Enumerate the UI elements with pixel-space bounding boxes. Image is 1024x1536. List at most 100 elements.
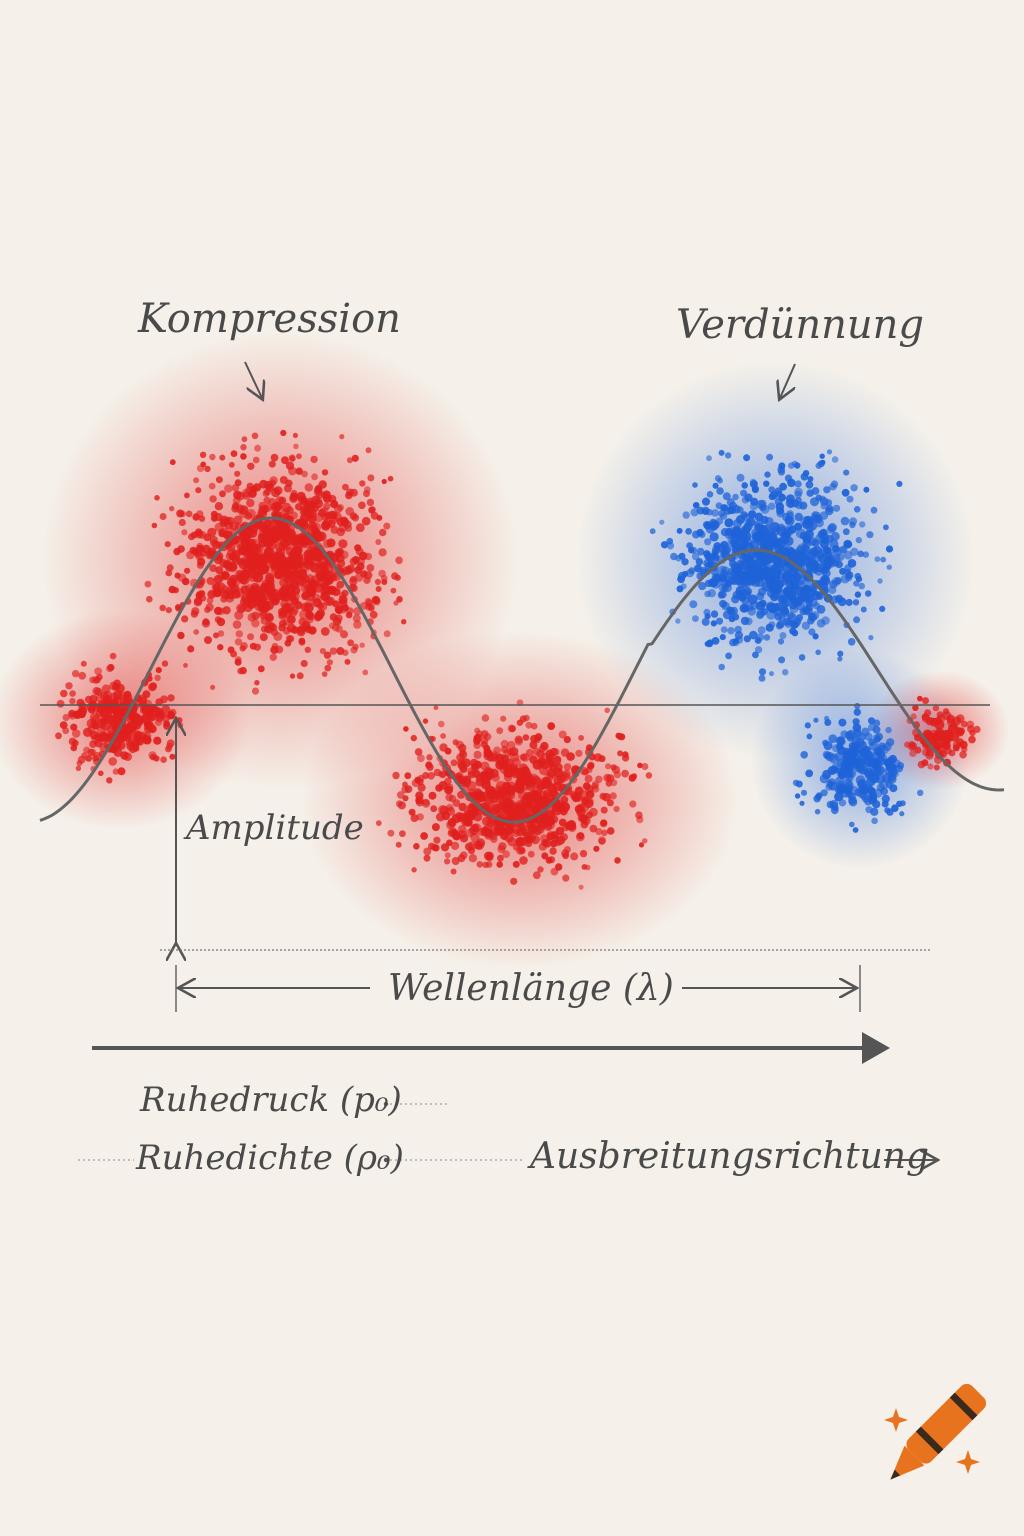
particle-dot — [507, 837, 517, 847]
particle-dot — [585, 811, 594, 819]
particle-dot — [467, 788, 476, 797]
particle-dot — [826, 525, 836, 534]
particle-dot — [323, 518, 332, 527]
particle-dot — [272, 531, 282, 541]
particle-dot — [530, 790, 542, 801]
particle-dot — [346, 457, 353, 464]
particle-dot — [794, 496, 802, 504]
particle-dot — [759, 599, 767, 608]
particle-dot — [80, 660, 87, 667]
particle-dot — [788, 462, 795, 469]
particle-dot — [153, 736, 162, 745]
particle-dot — [452, 799, 461, 807]
particle-dot — [813, 717, 819, 723]
particle-dot — [323, 651, 332, 659]
particle-dot — [281, 456, 289, 465]
particle-dot — [263, 496, 271, 504]
particle-dot — [355, 523, 365, 533]
particle-dot — [235, 491, 245, 501]
particle-dot — [749, 630, 758, 640]
particle-dot — [717, 477, 723, 484]
particle-dot — [502, 850, 510, 858]
particle-dot — [692, 615, 699, 622]
particle-dot — [351, 454, 359, 462]
particle-dot — [205, 603, 214, 612]
particle-dot — [214, 502, 224, 511]
particle-dot — [161, 660, 169, 667]
particle-dot — [815, 494, 822, 502]
particle-dot — [239, 666, 247, 675]
particle-dot — [768, 502, 776, 510]
particle-dot — [857, 790, 866, 799]
particle-dot — [849, 517, 858, 526]
particle-dot — [842, 753, 852, 763]
particle-dot — [715, 502, 723, 510]
particle-dot — [563, 763, 572, 771]
particle-dot — [444, 777, 452, 786]
particle-dot — [886, 564, 892, 570]
particle-dot — [249, 545, 259, 555]
particle-dot — [835, 594, 844, 603]
particle-dot — [359, 642, 365, 648]
particle-dot — [752, 651, 759, 659]
particle-dot — [734, 572, 744, 581]
particle-dot — [330, 500, 339, 509]
particle-dot — [323, 502, 331, 510]
particle-dot — [60, 689, 68, 698]
particle-dot — [399, 830, 406, 838]
particle-dot — [914, 746, 922, 754]
particle-dot — [396, 791, 405, 799]
particle-dot — [719, 512, 728, 520]
particle-dot — [806, 489, 814, 497]
particle-dot — [496, 727, 504, 735]
particle-dot — [789, 604, 799, 614]
particle-dot — [848, 797, 858, 807]
particle-dot — [154, 674, 161, 682]
particle-dot — [805, 480, 814, 489]
particle-dot — [294, 601, 303, 610]
particle-dot — [283, 484, 292, 493]
particle-dot — [682, 570, 689, 578]
particle-dot — [960, 720, 968, 728]
particle-dot — [853, 616, 861, 624]
particle-dot — [740, 560, 751, 571]
particle-dot — [795, 528, 806, 539]
particle-dot — [289, 673, 296, 679]
particle-dot — [358, 501, 366, 510]
particle-dot — [537, 821, 547, 831]
particle-dot — [497, 845, 506, 854]
particle-dot — [247, 462, 255, 470]
particle-dot — [231, 584, 240, 593]
particle-dot — [779, 535, 790, 545]
particle-dot — [69, 697, 76, 705]
particle-dot — [830, 480, 839, 488]
particle-dot — [132, 713, 142, 722]
particle-dot — [85, 755, 93, 762]
particle-dot — [86, 718, 97, 729]
particle-dot — [395, 556, 403, 565]
particle-dot — [420, 832, 428, 840]
particle-dot — [764, 533, 774, 543]
particle-dot — [410, 814, 419, 823]
particle-dot — [558, 730, 567, 739]
particle-dot — [575, 749, 583, 757]
particle-dot — [476, 861, 484, 868]
particle-dot — [852, 723, 862, 732]
particle-dot — [734, 625, 742, 634]
particle-dot — [394, 574, 401, 581]
compression-pointer-arrow — [244, 361, 262, 398]
particle-dot — [758, 674, 766, 682]
particle-dot — [820, 546, 830, 555]
particle-dot — [144, 580, 152, 588]
particle-dot — [279, 577, 289, 588]
particle-dot — [240, 453, 247, 460]
particle-dot — [216, 617, 226, 627]
particle-dot — [720, 626, 728, 633]
particle-dot — [234, 479, 242, 487]
sparkle-icon — [884, 1408, 908, 1432]
compression-label: Kompression — [138, 296, 401, 342]
particle-dot — [921, 713, 929, 721]
particle-dot — [942, 711, 952, 720]
particle-dot — [845, 598, 853, 607]
particle-dot — [766, 453, 774, 461]
